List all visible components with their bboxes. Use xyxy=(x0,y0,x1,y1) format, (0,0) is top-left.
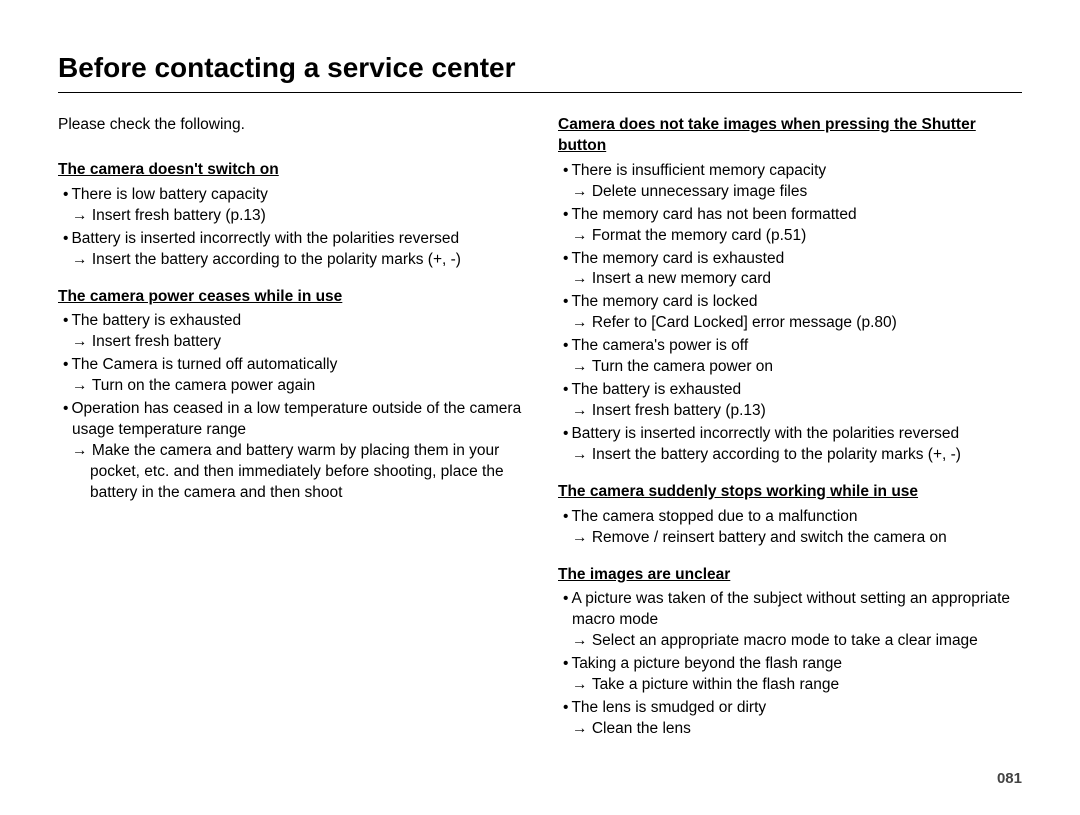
solution-text: Format the memory card (p.51) xyxy=(558,226,1022,247)
section-heading: The camera power ceases while in use xyxy=(58,287,522,308)
solution-text: Insert a new memory card xyxy=(558,269,1022,290)
trouble-item: The battery is exhausted Insert fresh ba… xyxy=(558,380,1022,422)
cause-text: The battery is exhausted xyxy=(58,311,522,332)
solution-text: Remove / reinsert battery and switch the… xyxy=(558,528,1022,549)
section-heading: The camera suddenly stops working while … xyxy=(558,482,1022,503)
trouble-item: The camera's power is off Turn the camer… xyxy=(558,336,1022,378)
solution-text: Delete unnecessary image files xyxy=(558,182,1022,203)
solution-text: Clean the lens xyxy=(558,719,1022,740)
solution-text: Insert fresh battery (p.13) xyxy=(58,206,522,227)
cause-text: There is insufficient memory capacity xyxy=(558,161,1022,182)
cause-text: A picture was taken of the subject witho… xyxy=(558,589,1022,631)
section-heading: The images are unclear xyxy=(558,565,1022,586)
trouble-item: There is low battery capacity Insert fre… xyxy=(58,185,522,227)
manual-page: Before contacting a service center Pleas… xyxy=(0,0,1080,815)
trouble-item: The camera stopped due to a malfunction … xyxy=(558,507,1022,549)
solution-text: Turn the camera power on xyxy=(558,357,1022,378)
trouble-item: Battery is inserted incorrectly with the… xyxy=(558,424,1022,466)
trouble-item: The battery is exhausted Insert fresh ba… xyxy=(58,311,522,353)
solution-text: Turn on the camera power again xyxy=(58,376,522,397)
trouble-item: The memory card is exhausted Insert a ne… xyxy=(558,249,1022,291)
left-column: Please check the following. The camera d… xyxy=(58,115,522,742)
cause-text: Battery is inserted incorrectly with the… xyxy=(558,424,1022,445)
trouble-item: Operation has ceased in a low temperatur… xyxy=(58,399,522,504)
solution-text: Insert fresh battery xyxy=(58,332,522,353)
trouble-item: Taking a picture beyond the flash range … xyxy=(558,654,1022,696)
section-heading: Camera does not take images when pressin… xyxy=(558,115,1022,157)
cause-text: The memory card is exhausted xyxy=(558,249,1022,270)
cause-text: The lens is smudged or dirty xyxy=(558,698,1022,719)
solution-text: Insert fresh battery (p.13) xyxy=(558,401,1022,422)
cause-text: Battery is inserted incorrectly with the… xyxy=(58,229,522,250)
trouble-item: The lens is smudged or dirty Clean the l… xyxy=(558,698,1022,740)
cause-text: The Camera is turned off automatically xyxy=(58,355,522,376)
solution-text: Refer to [Card Locked] error message (p.… xyxy=(558,313,1022,334)
trouble-item: Battery is inserted incorrectly with the… xyxy=(58,229,522,271)
trouble-item: A picture was taken of the subject witho… xyxy=(558,589,1022,652)
content-columns: Please check the following. The camera d… xyxy=(58,115,1022,742)
cause-text: The memory card is locked xyxy=(558,292,1022,313)
right-column: Camera does not take images when pressin… xyxy=(558,115,1022,742)
trouble-item: The memory card has not been formatted F… xyxy=(558,205,1022,247)
solution-text: Select an appropriate macro mode to take… xyxy=(558,631,1022,652)
cause-text: The camera stopped due to a malfunction xyxy=(558,507,1022,528)
trouble-item: The Camera is turned off automatically T… xyxy=(58,355,522,397)
solution-text: Insert the battery according to the pola… xyxy=(58,250,522,271)
cause-text: The memory card has not been formatted xyxy=(558,205,1022,226)
cause-text: The battery is exhausted xyxy=(558,380,1022,401)
cause-text: The camera's power is off xyxy=(558,336,1022,357)
solution-text: Make the camera and battery warm by plac… xyxy=(58,441,522,504)
solution-text: Insert the battery according to the pola… xyxy=(558,445,1022,466)
section-heading: The camera doesn't switch on xyxy=(58,160,522,181)
page-number: 081 xyxy=(997,770,1022,787)
page-title: Before contacting a service center xyxy=(58,52,1022,93)
cause-text: Operation has ceased in a low temperatur… xyxy=(58,399,522,441)
cause-text: Taking a picture beyond the flash range xyxy=(558,654,1022,675)
intro-text: Please check the following. xyxy=(58,115,522,136)
trouble-item: There is insufficient memory capacity De… xyxy=(558,161,1022,203)
trouble-item: The memory card is locked Refer to [Card… xyxy=(558,292,1022,334)
cause-text: There is low battery capacity xyxy=(58,185,522,206)
solution-text: Take a picture within the flash range xyxy=(558,675,1022,696)
